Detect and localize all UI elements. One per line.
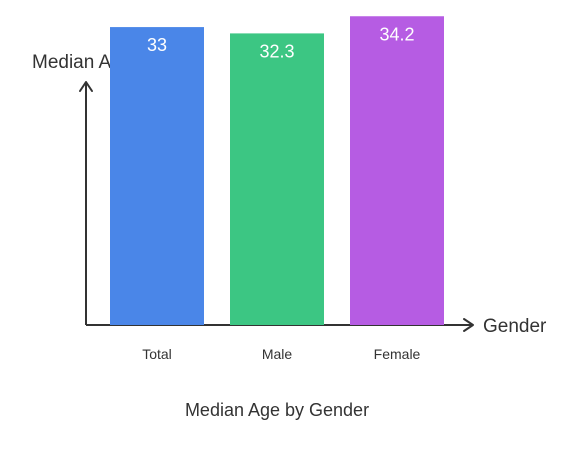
value-label-total: 33 bbox=[147, 35, 167, 55]
x-tick-label-total: Total bbox=[142, 346, 172, 362]
x-tick-labels: Total Male Female bbox=[142, 346, 420, 362]
chart-title: Median Age by Gender bbox=[185, 400, 369, 420]
y-axis-arrow-icon bbox=[79, 81, 93, 92]
bar-male bbox=[230, 33, 324, 326]
value-label-female: 34.2 bbox=[379, 24, 414, 44]
x-tick-label-female: Female bbox=[374, 346, 421, 362]
bar-female bbox=[350, 16, 444, 325]
x-axis-label: Gender bbox=[483, 316, 547, 337]
value-labels: 33 32.3 34.2 bbox=[147, 24, 415, 61]
y-axis-label: Median Age bbox=[32, 52, 132, 73]
value-label-male: 32.3 bbox=[259, 41, 294, 61]
bars bbox=[110, 16, 444, 326]
x-axis-arrow-icon bbox=[463, 318, 474, 332]
bar-total bbox=[110, 27, 204, 325]
x-tick-label-male: Male bbox=[262, 346, 293, 362]
